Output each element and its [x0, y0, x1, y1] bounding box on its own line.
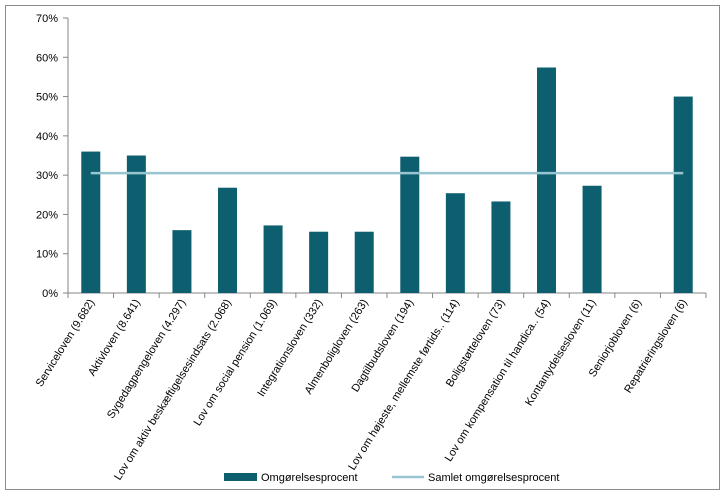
bar [81, 151, 101, 293]
x-tick-label: Serviceloven (9.682) [34, 297, 98, 389]
y-tick-label: 30% [36, 170, 58, 182]
bar [263, 225, 283, 293]
bar [673, 96, 693, 293]
bar [218, 187, 237, 293]
bar [491, 201, 511, 293]
y-tick-label: 0% [42, 288, 58, 300]
bar [445, 193, 465, 293]
legend: Omgørelsesprocent Samlet omgørelsesprocen… [224, 472, 559, 484]
y-tick-label: 20% [36, 209, 58, 221]
bar [126, 155, 146, 293]
bar [582, 185, 602, 293]
legend-label-omgorelsesprocent: Omgørelsesprocent [261, 472, 358, 484]
legend-label-samlet: Samlet omgørelsesprocent [428, 472, 559, 484]
y-axis: 0% 10% 20% 30% 40% 50% 60% 70% [36, 13, 69, 300]
y-tick-label: 70% [36, 13, 58, 25]
y-tick-label: 10% [36, 249, 58, 261]
legend-swatch-omgorelsesprocent [224, 473, 257, 481]
y-tick-label: 60% [36, 52, 58, 64]
bar [400, 156, 420, 293]
x-axis: Serviceloven (9.682)Aktivloven (8.641)Sy… [34, 292, 707, 482]
bar [172, 230, 192, 293]
y-tick-label: 50% [36, 92, 58, 104]
bar-series [81, 67, 693, 293]
y-tick-label: 40% [36, 131, 58, 143]
x-tick-label: Sygedagpengeloven (4.297) [105, 297, 188, 421]
x-tick-label: Lov om social pension (1.069) [192, 297, 280, 428]
bar [537, 67, 556, 293]
bar [354, 231, 374, 293]
bar [309, 231, 329, 293]
